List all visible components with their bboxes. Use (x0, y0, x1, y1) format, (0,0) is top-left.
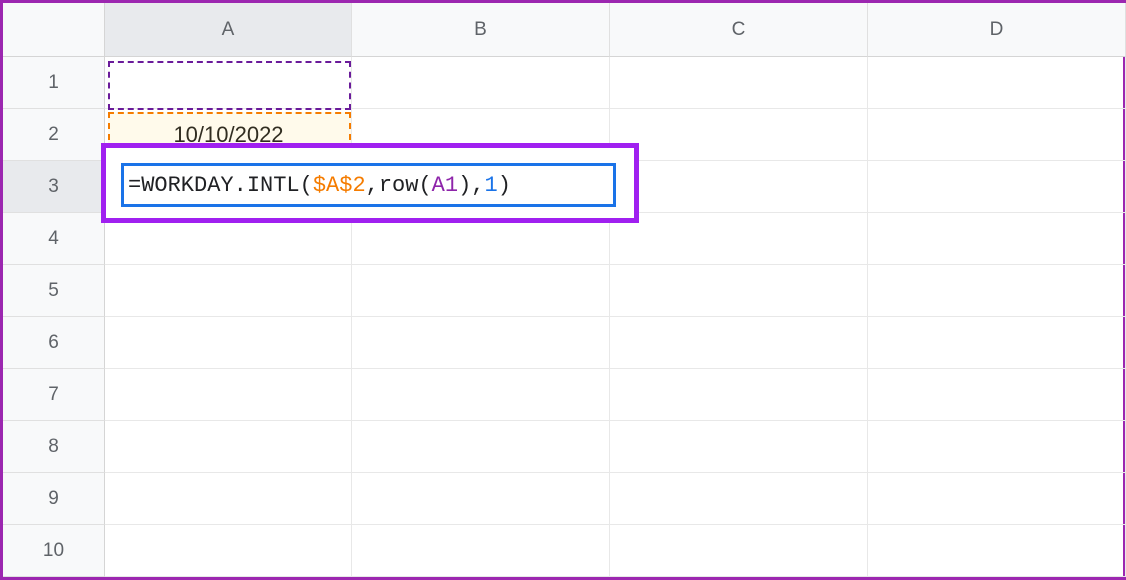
row-header-5[interactable]: 5 (3, 265, 105, 317)
cell-C10[interactable] (610, 525, 868, 577)
cell-D5[interactable] (868, 265, 1126, 317)
row-header-2[interactable]: 2 (3, 109, 105, 161)
cell-B6[interactable] (352, 317, 610, 369)
formula-token-sep1: ,row( (366, 173, 432, 198)
cell-B10[interactable] (352, 525, 610, 577)
cell-C4[interactable] (610, 213, 868, 265)
cell-D3[interactable] (868, 161, 1126, 213)
row-header-1[interactable]: 1 (3, 57, 105, 109)
formula-token-sep2: ), (458, 173, 484, 198)
cell-A5[interactable] (105, 265, 352, 317)
cell-B5[interactable] (352, 265, 610, 317)
cell-B8[interactable] (352, 421, 610, 473)
col-header-A[interactable]: A (105, 3, 352, 57)
cell-A8[interactable] (105, 421, 352, 473)
cell-B1[interactable] (352, 57, 610, 109)
row-header-10[interactable]: 10 (3, 525, 105, 577)
cell-A7[interactable] (105, 369, 352, 421)
formula-token-func: =WORKDAY.INTL( (128, 173, 313, 198)
cell-C1[interactable] (610, 57, 868, 109)
cell-A1[interactable] (105, 57, 352, 109)
row-header-8[interactable]: 8 (3, 421, 105, 473)
formula-token-ref2: A1 (432, 173, 458, 198)
row-header-9[interactable]: 9 (3, 473, 105, 525)
cell-C2[interactable] (610, 109, 868, 161)
cell-D7[interactable] (868, 369, 1126, 421)
cell-D10[interactable] (868, 525, 1126, 577)
row-header-7[interactable]: 7 (3, 369, 105, 421)
cell-C9[interactable] (610, 473, 868, 525)
cell-A6[interactable] (105, 317, 352, 369)
cell-C5[interactable] (610, 265, 868, 317)
cell-C7[interactable] (610, 369, 868, 421)
cell-D1[interactable] (868, 57, 1126, 109)
cell-C8[interactable] (610, 421, 868, 473)
cell-C6[interactable] (610, 317, 868, 369)
formula-token-num: 1 (484, 173, 497, 198)
cell-B7[interactable] (352, 369, 610, 421)
row-header-4[interactable]: 4 (3, 213, 105, 265)
formula-editor[interactable]: =WORKDAY.INTL($A$2,row(A1),1) (121, 163, 616, 207)
row-header-3[interactable]: 3 (3, 161, 105, 213)
select-all-corner[interactable] (3, 3, 105, 57)
cell-C3[interactable] (610, 161, 868, 213)
col-header-D[interactable]: D (868, 3, 1126, 57)
col-header-B[interactable]: B (352, 3, 610, 57)
cell-D6[interactable] (868, 317, 1126, 369)
cell-D2[interactable] (868, 109, 1126, 161)
col-header-C[interactable]: C (610, 3, 868, 57)
cell-D8[interactable] (868, 421, 1126, 473)
formula-token-ref1: $A$2 (313, 173, 366, 198)
cell-D9[interactable] (868, 473, 1126, 525)
spreadsheet-grid: A B C D 1 2 3 4 5 6 7 8 9 (3, 3, 1123, 577)
cell-D4[interactable] (868, 213, 1126, 265)
cell-A9[interactable] (105, 473, 352, 525)
row-header-6[interactable]: 6 (3, 317, 105, 369)
formula-token-suffix: ) (498, 173, 511, 198)
cell-A10[interactable] (105, 525, 352, 577)
cell-B9[interactable] (352, 473, 610, 525)
